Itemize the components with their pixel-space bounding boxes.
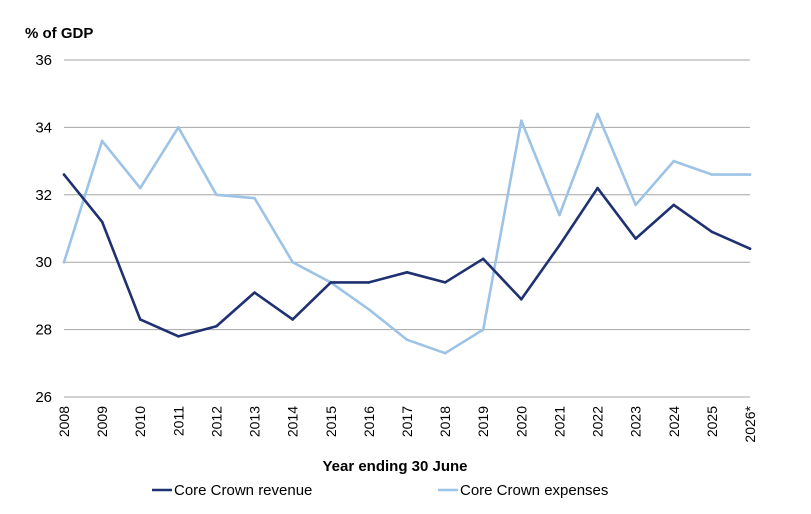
x-tick-label: 2026*: [742, 405, 758, 442]
x-tick-label: 2020: [513, 406, 529, 437]
x-axis-title: Year ending 30 June: [322, 458, 467, 475]
series-line-core-crown-expenses: [62, 112, 752, 355]
data-point: [672, 159, 676, 163]
y-tick-label: 36: [35, 52, 52, 69]
x-tick-label: 2021: [551, 406, 567, 437]
data-point: [443, 281, 447, 284]
x-tick-label: 2024: [666, 406, 682, 437]
data-point: [596, 186, 599, 190]
data-point: [596, 112, 599, 116]
legend-label: Core Crown expenses: [460, 482, 608, 499]
x-tick-label: 2011: [170, 406, 186, 436]
x-tick-label: 2019: [475, 406, 491, 437]
data-point: [367, 308, 371, 311]
data-point: [291, 318, 294, 321]
data-point: [634, 237, 637, 240]
x-tick-label: 2016: [361, 406, 377, 437]
data-point: [481, 328, 485, 331]
data-point: [443, 351, 447, 355]
data-point: [558, 244, 561, 247]
data-point: [138, 186, 142, 190]
y-tick-label: 34: [35, 119, 52, 136]
data-point: [215, 324, 218, 328]
data-point: [710, 230, 714, 234]
x-tick-label: 2018: [437, 406, 453, 437]
x-tick-label: 2025: [704, 406, 720, 437]
data-point: [291, 260, 294, 264]
data-point: [62, 173, 66, 176]
data-point: [100, 139, 104, 143]
data-point: [405, 271, 409, 274]
x-tick-label: 2010: [132, 406, 148, 437]
data-point: [481, 257, 485, 261]
x-tick-label: 2012: [208, 406, 224, 437]
x-tick-label: 2015: [323, 406, 339, 437]
data-point: [215, 193, 218, 197]
data-point: [634, 203, 637, 207]
data-point: [329, 281, 333, 284]
x-tick-label: 2013: [247, 406, 263, 437]
data-point: [748, 173, 752, 176]
data-point: [253, 196, 256, 200]
data-point: [138, 318, 142, 321]
data-point: [710, 173, 714, 176]
y-tick-label: 26: [35, 389, 52, 406]
x-tick-label: 2022: [590, 406, 606, 437]
data-point: [100, 220, 104, 224]
x-tick-label: 2008: [56, 406, 72, 437]
x-tick-label: 2014: [285, 406, 301, 437]
data-point: [748, 247, 752, 251]
data-point: [520, 119, 523, 122]
data-point: [253, 291, 256, 294]
x-tick-label: 2009: [94, 406, 110, 437]
data-point: [520, 297, 523, 301]
y-tick-label: 30: [35, 254, 52, 271]
legend-label: Core Crown revenue: [174, 482, 312, 499]
data-point: [62, 260, 66, 264]
series-line-core-crown-revenue: [62, 173, 752, 338]
data-point: [367, 281, 371, 284]
data-point: [405, 338, 409, 342]
x-tick-label: 2023: [628, 406, 644, 437]
y-tick-label: 32: [35, 187, 52, 204]
x-tick-label: 2017: [399, 406, 415, 437]
data-point: [558, 213, 561, 217]
data-point: [177, 335, 180, 338]
data-point: [672, 203, 676, 207]
y-unit-label: % of GDP: [25, 25, 93, 42]
y-tick-label: 28: [35, 322, 52, 339]
data-point: [177, 126, 180, 129]
